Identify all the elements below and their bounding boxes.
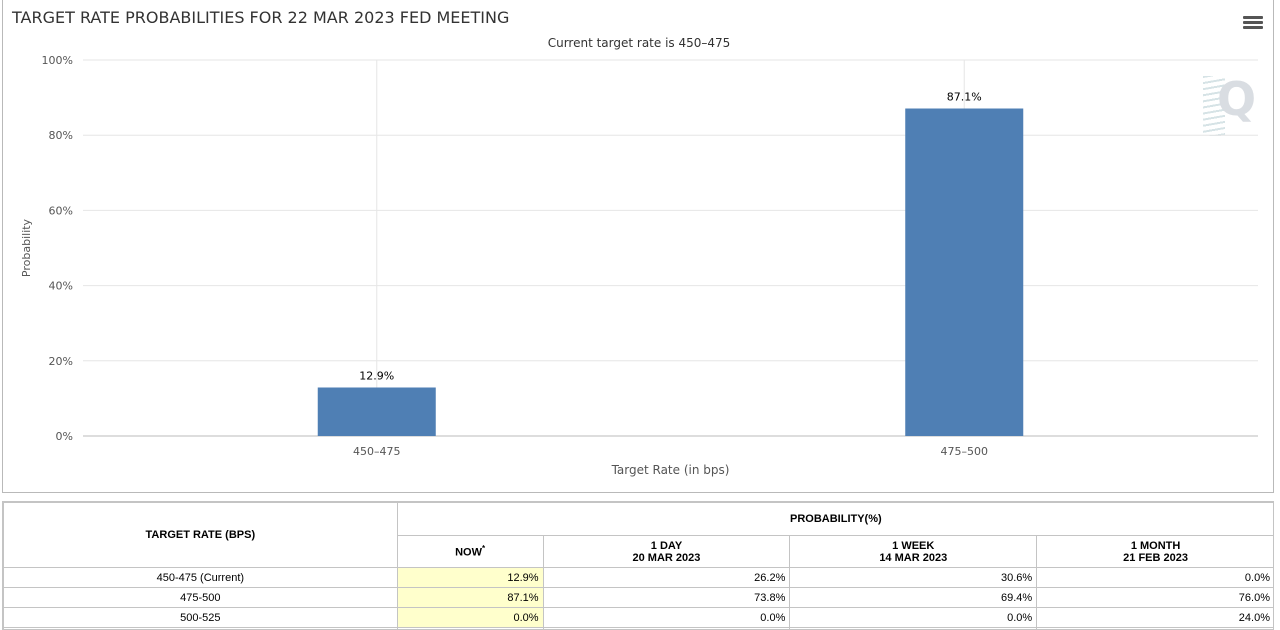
y-tick-label: 80% — [49, 129, 73, 142]
column-header-1-day: 1 DAY 20 MAR 2023 — [542, 535, 791, 568]
cell-1-day: 0.0% — [542, 607, 791, 628]
y-tick-label: 40% — [49, 280, 73, 293]
chart-subtitle: Current target rate is 450–475 — [547, 36, 731, 50]
cell-now: 0.0% — [396, 607, 544, 628]
chart-title: TARGET RATE PROBABILITIES FOR 22 MAR 202… — [12, 8, 510, 27]
cell-1-week: 0.0% — [789, 607, 1038, 628]
bar — [317, 387, 436, 436]
x-tick-label: 450–475 — [353, 445, 401, 458]
cell-now: 12.9% — [396, 567, 544, 588]
probability-table: TARGET RATE (BPS) PROBABILITY(%) NOW* 1 … — [3, 502, 1273, 629]
chart-panel: TARGET RATE PROBABILITIES FOR 22 MAR 202… — [2, 0, 1274, 493]
data-label: 87.1% — [947, 91, 982, 104]
table-row: 450-475 (Current) 12.9% 26.2% 30.6% 0.0% — [3, 567, 1273, 588]
table-row-spacer — [3, 627, 1273, 629]
cell-1-day: 26.2% — [542, 567, 791, 588]
probability-header: PROBABILITY(%) — [396, 502, 1273, 536]
chart-labels: 0% 20% 40% 60% 80% 100% 12.9% 450–475 87.1% 475–5… — [20, 54, 988, 477]
table-row: 475-500 87.1% 73.8% 69.4% 76.0% — [3, 587, 1273, 608]
cell-1-week: 69.4% — [789, 587, 1038, 608]
row-rate: 475-500 — [3, 587, 398, 608]
column-header-1-week: 1 WEEK 14 MAR 2023 — [789, 535, 1038, 568]
column-header-now: NOW* — [396, 535, 544, 568]
cell-1-month: 24.0% — [1036, 607, 1273, 628]
target-rate-header: TARGET RATE (BPS) — [3, 502, 398, 568]
x-axis-title: Target Rate (in bps) — [611, 463, 730, 477]
probability-table-container: TARGET RATE (BPS) PROBABILITY(%) NOW* 1 … — [2, 501, 1274, 630]
y-axis-title: Probability — [20, 218, 33, 277]
data-label: 12.9% — [359, 369, 394, 382]
bar-chart: 0% 20% 40% 60% 80% 100% 12.9% 450–475 87.1% 475–5… — [20, 54, 1258, 477]
cell-now: 87.1% — [396, 587, 544, 608]
x-tick-label: 475–500 — [941, 445, 989, 458]
bars — [317, 108, 1024, 436]
y-tick-label: 100% — [42, 54, 73, 67]
column-header-1-month: 1 MONTH 21 FEB 2023 — [1036, 535, 1273, 568]
cell-1-week: 30.6% — [789, 567, 1038, 588]
cell-1-day: 73.8% — [542, 587, 791, 608]
q-logo-icon: Q — [1203, 70, 1263, 140]
y-tick-label: 20% — [49, 355, 73, 368]
bar — [905, 108, 1024, 436]
cell-1-month: 0.0% — [1036, 567, 1273, 588]
table-row: 500-525 0.0% 0.0% 0.0% 24.0% — [3, 607, 1273, 628]
y-tick-label: 60% — [49, 204, 73, 217]
y-tick-label: 0% — [56, 430, 73, 443]
row-rate: 500-525 — [3, 607, 398, 628]
cell-1-month: 76.0% — [1036, 587, 1273, 608]
hamburger-menu-icon[interactable] — [1243, 16, 1263, 32]
row-rate: 450-475 (Current) — [3, 567, 398, 588]
gridlines — [83, 59, 1258, 437]
